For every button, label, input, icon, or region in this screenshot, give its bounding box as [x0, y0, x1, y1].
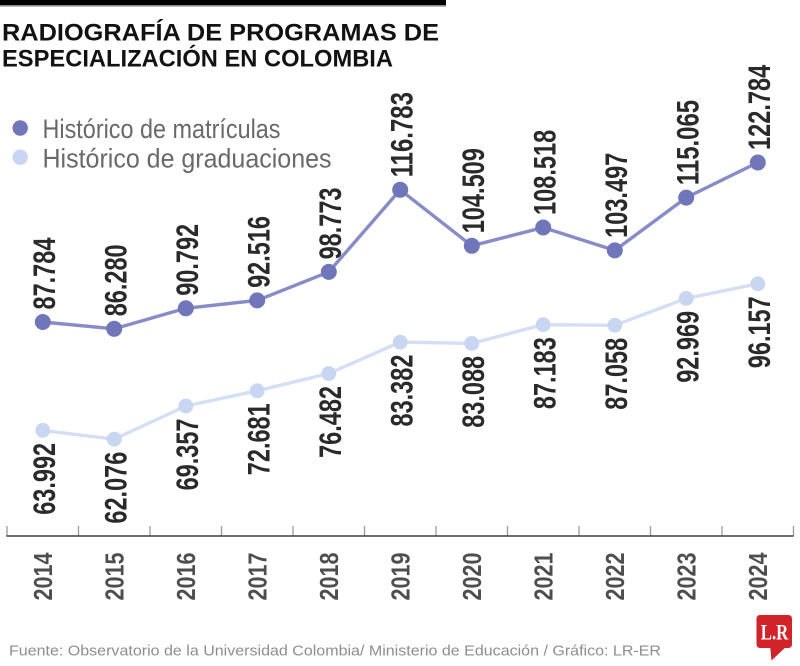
svg-text:104.509: 104.509 [455, 148, 491, 233]
svg-text:62.076: 62.076 [98, 452, 134, 524]
svg-text:2014: 2014 [28, 552, 58, 600]
svg-text:2023: 2023 [672, 553, 702, 601]
svg-text:2021: 2021 [529, 553, 559, 601]
svg-text:Fuente: Observatorio de la Uni: Fuente: Observatorio de la Universidad C… [9, 644, 661, 660]
svg-text:116.783: 116.783 [384, 92, 420, 177]
svg-text:72.681: 72.681 [241, 403, 277, 475]
svg-text:92.969: 92.969 [670, 311, 706, 383]
svg-text:Histórico de matrículas: Histórico de matrículas [43, 114, 281, 144]
svg-text:2016: 2016 [171, 553, 201, 601]
svg-text:98.773: 98.773 [312, 188, 348, 260]
svg-text:RADIOGRAFÍA DE PROGRAMAS DE: RADIOGRAFÍA DE PROGRAMAS DE [2, 19, 439, 47]
svg-text:L.R: L.R [761, 620, 789, 645]
svg-text:83.088: 83.088 [455, 356, 491, 428]
svg-text:2017: 2017 [243, 553, 273, 601]
svg-text:2019: 2019 [386, 553, 416, 601]
svg-text:2022: 2022 [600, 553, 630, 601]
svg-text:83.382: 83.382 [384, 355, 420, 427]
svg-text:122.784: 122.784 [741, 64, 777, 150]
svg-text:69.357: 69.357 [169, 419, 205, 491]
svg-text:108.518: 108.518 [527, 130, 563, 215]
svg-text:76.482: 76.482 [312, 386, 348, 458]
svg-text:2020: 2020 [457, 553, 487, 601]
svg-text:115.065: 115.065 [670, 100, 706, 185]
svg-text:87.784: 87.784 [26, 237, 62, 309]
svg-text:ESPECIALIZACIÓN EN COLOMBIA: ESPECIALIZACIÓN EN COLOMBIA [2, 44, 393, 72]
svg-text:96.157: 96.157 [741, 296, 777, 368]
svg-text:87.058: 87.058 [598, 338, 634, 410]
svg-text:103.497: 103.497 [598, 153, 634, 238]
svg-text:90.792: 90.792 [169, 224, 205, 296]
svg-text:Histórico de graduaciones: Histórico de graduaciones [43, 144, 332, 174]
svg-text:2015: 2015 [100, 553, 130, 601]
svg-text:2024: 2024 [743, 552, 773, 600]
svg-text:2018: 2018 [314, 553, 344, 601]
svg-text:87.183: 87.183 [527, 337, 563, 409]
svg-text:86.280: 86.280 [98, 244, 134, 316]
svg-text:92.516: 92.516 [241, 216, 277, 288]
svg-text:63.992: 63.992 [26, 443, 62, 515]
